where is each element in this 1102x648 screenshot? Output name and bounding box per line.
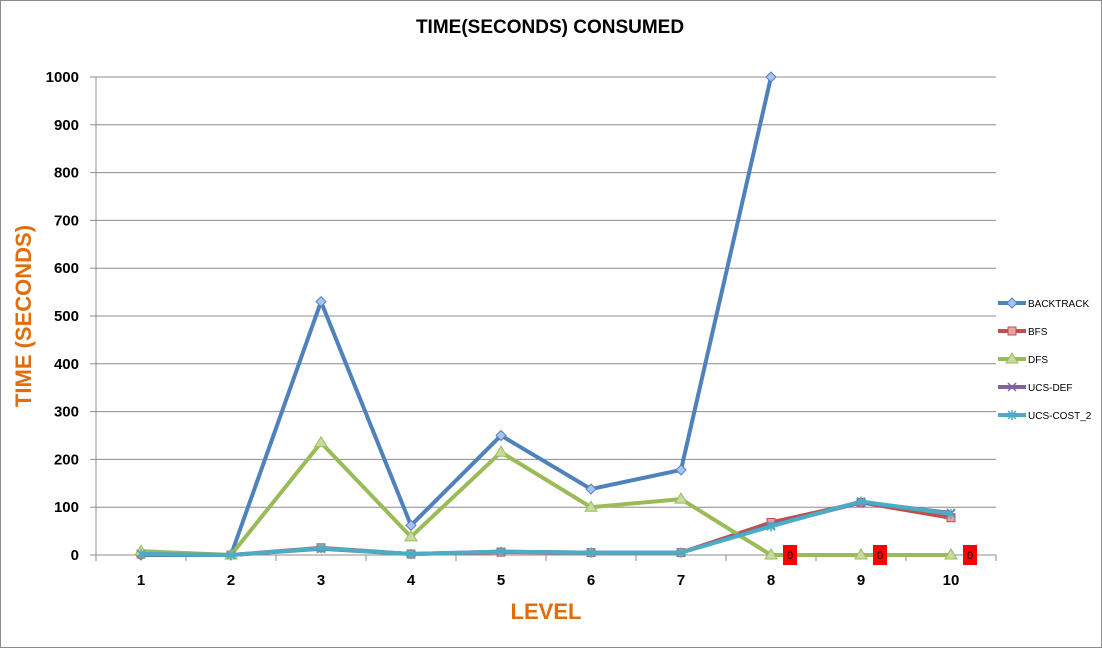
data-point [764, 548, 778, 560]
x-tick-label: 4 [407, 572, 416, 589]
legend-item-backtrack: BACKTRACK [998, 297, 1089, 310]
legend-label: BFS [1028, 327, 1048, 338]
data-point [586, 547, 596, 558]
zero-badge-label: 0 [967, 550, 973, 562]
x-axis-ticks: 1 2 3 4 5 6 7 8 9 10 [95, 555, 997, 589]
series-line [141, 76, 773, 557]
data-point [316, 543, 326, 554]
chart-title: TIME(SECONDS) CONSUMED [416, 17, 684, 38]
y-tick-label: 500 [54, 308, 79, 325]
data-point [676, 547, 686, 558]
x-tick-label: 1 [137, 572, 145, 589]
series-line [140, 499, 952, 557]
data-point [584, 500, 598, 512]
zero-badge-label: 0 [877, 550, 883, 562]
data-point [585, 483, 597, 495]
data-point [496, 546, 506, 557]
x-tick-label: 9 [857, 572, 865, 589]
legend-label: BACKTRACK [1028, 299, 1089, 310]
zero-badge [873, 545, 887, 565]
data-point [766, 521, 776, 532]
data-point [674, 492, 688, 504]
zero-badge-label: 0 [787, 550, 793, 562]
zero-badge [783, 545, 797, 565]
data-point [946, 508, 956, 519]
x-tick-label: 8 [767, 572, 775, 589]
y-axis-ticks: 0 100 200 300 400 500 600 700 800 900 1000 [46, 69, 96, 564]
x-tick-label: 10 [943, 572, 960, 589]
x-tick-label: 2 [227, 572, 235, 589]
x-tick-label: 5 [497, 572, 505, 589]
legend: BACKTRACK BFS DFS UCS-DEF UCS-COST_2 [998, 297, 1092, 422]
series-dfs [134, 435, 958, 560]
y-tick-label: 0 [71, 547, 79, 564]
series-line [140, 440, 951, 557]
legend-item-ucs-cost_2: UCS-COST_2 [998, 410, 1092, 422]
y-tick-label: 700 [54, 212, 79, 229]
y-tick-label: 200 [54, 451, 79, 468]
zero-badge [963, 545, 977, 565]
data-point [314, 435, 328, 448]
legend-item-dfs: DFS [998, 352, 1048, 366]
zero-annotations: 0 0 0 [783, 545, 977, 565]
data-point [315, 295, 327, 308]
legend-label: UCS-COST_2 [1028, 411, 1092, 422]
x-axis-label: LEVEL [511, 599, 582, 624]
y-tick-label: 800 [54, 165, 79, 182]
y-tick-label: 100 [54, 499, 79, 516]
x-tick-label: 7 [677, 572, 685, 589]
data-point [494, 445, 508, 457]
data-point [856, 496, 866, 507]
legend-marker [1006, 297, 1018, 309]
data-point [854, 548, 868, 560]
legend-label: DFS [1028, 355, 1048, 366]
y-tick-label: 900 [54, 117, 79, 134]
legend-label: UCS-DEF [1028, 383, 1072, 394]
y-tick-label: 400 [54, 356, 79, 373]
x-tick-label: 6 [587, 572, 595, 589]
data-point [675, 464, 687, 476]
legend-marker [1007, 326, 1017, 336]
legend-item-ucs-def: UCS-DEF [998, 382, 1072, 394]
gridlines [96, 76, 996, 508]
series-lines [134, 71, 958, 561]
legend-marker [1007, 382, 1017, 392]
data-point [765, 71, 777, 83]
y-tick-label: 1000 [46, 69, 79, 86]
legend-item-bfs: BFS [998, 326, 1048, 338]
data-point [406, 549, 416, 560]
x-tick-label: 3 [317, 572, 325, 589]
y-axis-label: TIME (SECONDS) [11, 225, 36, 407]
legend-marker [1005, 352, 1019, 364]
legend-marker [1007, 410, 1017, 420]
series-ucs-cost_2 [136, 496, 956, 560]
data-point [944, 548, 958, 560]
y-tick-label: 300 [54, 404, 79, 421]
data-point [404, 529, 418, 542]
data-point [226, 550, 236, 560]
data-point [495, 429, 507, 442]
data-point [136, 549, 146, 560]
y-tick-label: 600 [54, 260, 79, 277]
